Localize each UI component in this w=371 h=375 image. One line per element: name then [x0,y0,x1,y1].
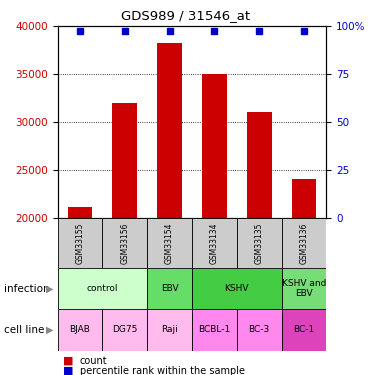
Text: EBV: EBV [161,284,178,293]
Text: GSM33154: GSM33154 [165,222,174,264]
Text: GSM33135: GSM33135 [255,222,264,264]
Bar [282,268,326,309]
Text: Raji: Raji [161,326,178,334]
Bar [58,309,102,351]
Text: GDS989 / 31546_at: GDS989 / 31546_at [121,9,250,22]
Text: BCBL-1: BCBL-1 [198,326,230,334]
Text: infection: infection [4,284,49,294]
Bar [192,268,282,309]
Text: BJAB: BJAB [69,326,91,334]
Text: GSM33134: GSM33134 [210,222,219,264]
Bar [237,309,282,351]
Bar [112,103,137,375]
Bar [58,217,102,268]
Text: count: count [80,356,107,366]
Text: ▶: ▶ [46,284,54,294]
Text: cell line: cell line [4,325,44,335]
Bar [192,309,237,351]
Text: GSM33156: GSM33156 [120,222,129,264]
Bar [247,112,272,375]
Bar [102,217,147,268]
Text: BC-1: BC-1 [293,326,315,334]
Text: BC-3: BC-3 [249,326,270,334]
Text: ■: ■ [63,366,73,375]
Bar [292,179,316,375]
Bar [147,309,192,351]
Bar [102,309,147,351]
Bar [202,74,227,375]
Text: GSM33136: GSM33136 [299,222,309,264]
Text: KSHV and
EBV: KSHV and EBV [282,279,326,298]
Text: DG75: DG75 [112,326,137,334]
Bar [147,268,192,309]
Bar [68,207,92,375]
Bar [147,217,192,268]
Bar [282,309,326,351]
Text: ▶: ▶ [46,325,54,335]
Text: control: control [86,284,118,293]
Bar [157,42,182,375]
Text: ■: ■ [63,356,73,366]
Bar [282,217,326,268]
Bar [192,217,237,268]
Bar [237,217,282,268]
Text: KSHV: KSHV [224,284,249,293]
Text: percentile rank within the sample: percentile rank within the sample [80,366,245,375]
Bar [58,268,147,309]
Text: GSM33155: GSM33155 [75,222,85,264]
